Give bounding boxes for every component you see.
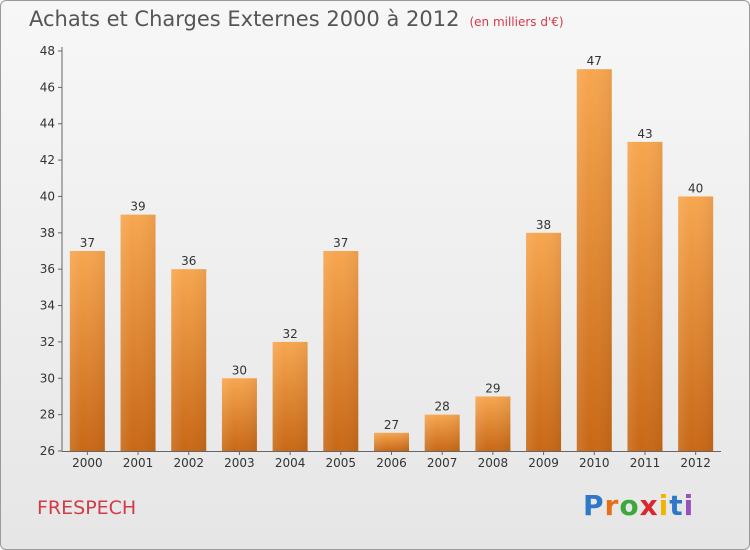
x-tick-label: 2007 [427, 456, 458, 470]
logo-letter: r [604, 489, 620, 522]
y-tick-label: 44 [40, 117, 55, 131]
data-label-2009: 38 [536, 218, 551, 232]
logo-letter: P [583, 489, 605, 522]
bar-shine-2000 [69, 251, 105, 451]
data-label-2003: 30 [232, 363, 247, 377]
y-tick-label: 36 [40, 262, 55, 276]
data-label-2005: 37 [333, 236, 348, 250]
y-tick-label: 38 [40, 226, 55, 240]
y-tick-label: 42 [40, 153, 55, 167]
data-label-2011: 43 [637, 127, 652, 141]
bar-shine-2003 [221, 378, 257, 451]
y-tick-label: 26 [40, 444, 55, 458]
bar-shine-2012 [678, 196, 714, 451]
x-tick-label: 2012 [680, 456, 711, 470]
data-label-2001: 39 [130, 200, 145, 214]
bar-shine-2002 [171, 269, 207, 451]
logo-letter: i [683, 489, 695, 522]
unit-note: (en milliers d'€) [469, 15, 564, 29]
y-tick-label: 46 [40, 80, 55, 94]
logo-letter: t [669, 489, 684, 522]
chart-title: Achats et Charges Externes 2000 à 2012 (e… [29, 7, 564, 31]
y-tick-label: 28 [40, 408, 55, 422]
y-tick-label: 48 [40, 44, 55, 58]
bar-shine-2009 [526, 232, 562, 451]
data-label-2008: 29 [485, 381, 500, 395]
bar-shine-2006 [374, 432, 409, 451]
commune-name: FRESPECH [37, 497, 137, 519]
x-tick-label: 2000 [72, 456, 103, 470]
data-label-2012: 40 [688, 181, 703, 195]
logo-letter: i [658, 489, 670, 522]
y-tick-label: 30 [40, 371, 55, 385]
proxiti-logo: Proxiti [583, 489, 694, 522]
data-label-2006: 27 [384, 418, 399, 432]
logo-letter: x [639, 489, 659, 522]
bar-shine-2004 [272, 341, 308, 451]
bars [69, 69, 714, 451]
bar-shine-2001 [120, 214, 156, 451]
data-label-2010: 47 [587, 54, 602, 68]
chart-title-text: Achats et Charges Externes 2000 à 2012 [29, 7, 460, 31]
x-tick-label: 2010 [579, 456, 610, 470]
x-tick-label: 2002 [173, 456, 204, 470]
data-label-2007: 28 [435, 400, 450, 414]
x-tick-label: 2003 [224, 456, 255, 470]
bar-shine-2007 [424, 414, 460, 451]
data-label-2004: 32 [282, 327, 297, 341]
axes: 26 28 30 32 34 36 38 40 42 44 46 48 2000 2001 2002 2003… [40, 44, 721, 470]
y-tick-label: 40 [40, 189, 55, 203]
x-tick-label: 2001 [123, 456, 154, 470]
bar-shine-2011 [627, 141, 663, 451]
x-tick-label: 2005 [326, 456, 357, 470]
data-labels: 37 39 36 30 32 37 27 28 29 38 47 43 40 [80, 54, 704, 432]
x-tick-label: 2008 [478, 456, 509, 470]
x-tick-label: 2004 [275, 456, 306, 470]
logo-letter: o [619, 489, 640, 522]
y-tick-label: 34 [40, 299, 55, 313]
bar-shine-2010 [576, 69, 612, 451]
bar-shine-2008 [475, 396, 511, 451]
bar-shine-2005 [323, 251, 359, 451]
x-tick-label: 2011 [630, 456, 661, 470]
y-tick-label: 32 [40, 335, 55, 349]
x-tick-label: 2009 [528, 456, 559, 470]
data-label-2002: 36 [181, 254, 196, 268]
x-tick-label: 2006 [376, 456, 407, 470]
data-label-2000: 37 [80, 236, 95, 250]
